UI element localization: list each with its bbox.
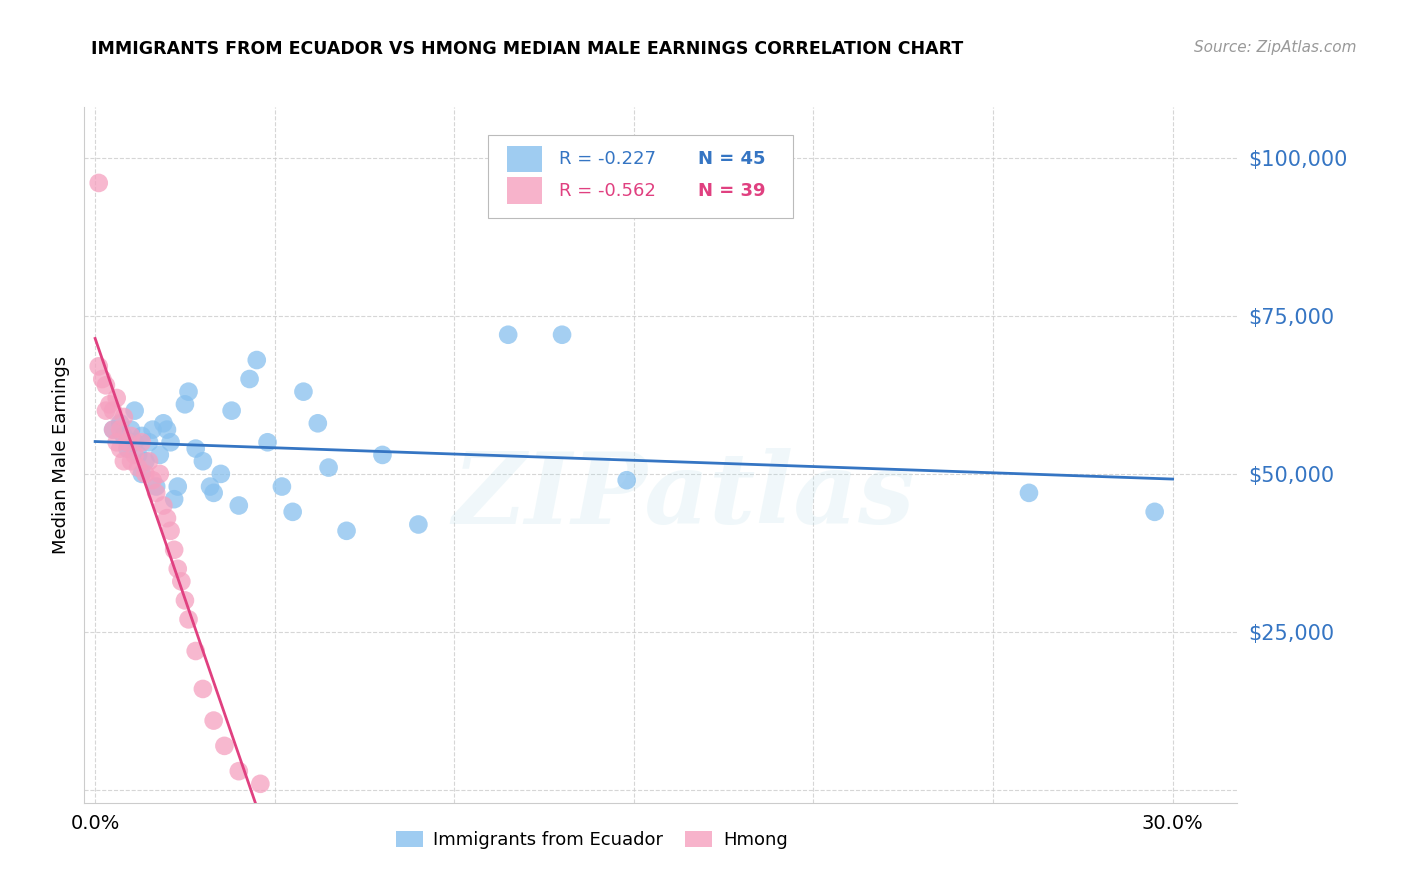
Point bbox=[138, 454, 160, 468]
FancyBboxPatch shape bbox=[488, 135, 793, 219]
Point bbox=[124, 435, 146, 450]
Point bbox=[94, 378, 117, 392]
Point bbox=[249, 777, 271, 791]
Point bbox=[98, 397, 121, 411]
Point bbox=[202, 714, 225, 728]
Point bbox=[163, 492, 186, 507]
Point bbox=[120, 429, 142, 443]
Point bbox=[202, 486, 225, 500]
Point bbox=[371, 448, 394, 462]
Point bbox=[91, 372, 114, 386]
Point bbox=[198, 479, 221, 493]
Point bbox=[307, 417, 329, 431]
Point bbox=[105, 435, 128, 450]
Point bbox=[87, 176, 110, 190]
Point bbox=[117, 442, 139, 456]
Point bbox=[131, 467, 153, 481]
Point bbox=[159, 524, 181, 538]
Point bbox=[174, 593, 197, 607]
Point bbox=[138, 435, 160, 450]
Point bbox=[110, 442, 132, 456]
Point bbox=[101, 423, 124, 437]
Point bbox=[142, 423, 165, 437]
Point bbox=[228, 764, 250, 779]
FancyBboxPatch shape bbox=[508, 178, 543, 203]
Point bbox=[209, 467, 232, 481]
Point bbox=[117, 435, 139, 450]
Point bbox=[166, 562, 188, 576]
Point bbox=[408, 517, 430, 532]
Point bbox=[105, 391, 128, 405]
Text: R = -0.227: R = -0.227 bbox=[560, 150, 657, 169]
FancyBboxPatch shape bbox=[508, 146, 543, 172]
Point bbox=[156, 423, 179, 437]
Point bbox=[616, 473, 638, 487]
Point bbox=[191, 681, 214, 696]
Point bbox=[1018, 486, 1040, 500]
Point bbox=[256, 435, 278, 450]
Point bbox=[101, 423, 124, 437]
Text: R = -0.562: R = -0.562 bbox=[560, 182, 657, 200]
Point bbox=[124, 403, 146, 417]
Point bbox=[110, 423, 132, 437]
Text: N = 45: N = 45 bbox=[697, 150, 765, 169]
Point bbox=[156, 511, 179, 525]
Point bbox=[239, 372, 262, 386]
Point bbox=[281, 505, 304, 519]
Point bbox=[124, 448, 146, 462]
Point bbox=[184, 442, 207, 456]
Point bbox=[1143, 505, 1166, 519]
Point bbox=[145, 486, 167, 500]
Point bbox=[292, 384, 315, 399]
Point bbox=[94, 403, 117, 417]
Point bbox=[152, 417, 174, 431]
Point bbox=[174, 397, 197, 411]
Point bbox=[101, 403, 124, 417]
Point bbox=[214, 739, 236, 753]
Point bbox=[177, 384, 200, 399]
Point bbox=[127, 460, 149, 475]
Text: N = 39: N = 39 bbox=[697, 182, 765, 200]
Point bbox=[177, 612, 200, 626]
Point bbox=[134, 454, 156, 468]
Text: IMMIGRANTS FROM ECUADOR VS HMONG MEDIAN MALE EARNINGS CORRELATION CHART: IMMIGRANTS FROM ECUADOR VS HMONG MEDIAN … bbox=[91, 40, 963, 58]
Point bbox=[246, 353, 269, 368]
Point bbox=[551, 327, 574, 342]
Point bbox=[120, 423, 142, 437]
Point bbox=[496, 327, 519, 342]
Point bbox=[191, 454, 214, 468]
Point bbox=[166, 479, 188, 493]
Point bbox=[131, 435, 153, 450]
Point bbox=[112, 429, 135, 443]
Text: ZIPatlas: ZIPatlas bbox=[453, 449, 915, 545]
Point bbox=[318, 460, 340, 475]
Point bbox=[228, 499, 250, 513]
Point bbox=[170, 574, 193, 589]
Point bbox=[159, 435, 181, 450]
Point bbox=[149, 467, 172, 481]
Text: Source: ZipAtlas.com: Source: ZipAtlas.com bbox=[1194, 40, 1357, 55]
Point bbox=[145, 479, 167, 493]
Point bbox=[142, 473, 165, 487]
Point bbox=[270, 479, 292, 493]
Point bbox=[152, 499, 174, 513]
Point bbox=[163, 542, 186, 557]
Point bbox=[110, 417, 132, 431]
Point bbox=[149, 448, 172, 462]
Point bbox=[134, 467, 156, 481]
Point bbox=[120, 454, 142, 468]
Y-axis label: Median Male Earnings: Median Male Earnings bbox=[52, 356, 70, 554]
Point bbox=[112, 409, 135, 424]
Point bbox=[87, 359, 110, 374]
Point bbox=[335, 524, 357, 538]
Point bbox=[131, 429, 153, 443]
Point bbox=[127, 448, 149, 462]
Legend: Immigrants from Ecuador, Hmong: Immigrants from Ecuador, Hmong bbox=[388, 823, 794, 856]
Point bbox=[184, 644, 207, 658]
Point bbox=[221, 403, 243, 417]
Point bbox=[112, 454, 135, 468]
